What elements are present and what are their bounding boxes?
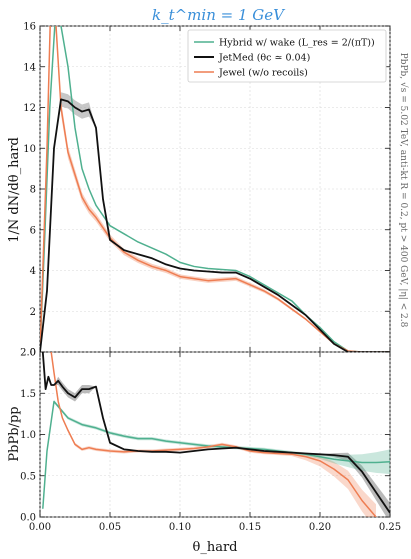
x-tick-label: 0.15 [239, 522, 261, 533]
bottom-line-jewel-w-o-recoils [50, 352, 377, 517]
chart-title: k_t^min = 1 GeV [152, 6, 286, 24]
bottom-series [41, 352, 390, 517]
bottom-uncertainty-bands [42, 352, 390, 517]
bottom-panel: 0.0 0.5 1.0 1.5 2.0 0.00 0.05 0.10 0.15 0.20 0.25… [7, 348, 401, 556]
legend-label: Hybrid w/ wake (L_res = 2/(πT)) [219, 38, 375, 49]
top-y-tick-label: 0 [30, 348, 36, 359]
top-y-tick-label: 2 [30, 307, 36, 318]
top-y-tick-label: 4 [30, 266, 36, 277]
top-y-axis-label: 1/N dN/dθ_hard [7, 137, 22, 243]
x-axis-label: θ_hard [193, 540, 238, 555]
legend: Hybrid w/ wake (L_res = 2/(πT)) JetMed (θ… [187, 29, 387, 83]
top-y-tick-label: 8 [30, 185, 36, 196]
bottom-grid [39, 351, 391, 518]
bottom-line-hybrid-w-wake-l-res- [42, 400, 390, 509]
bottom-y-tick-label: 1.0 [20, 430, 36, 441]
top-band-jetmed [40, 92, 390, 352]
legend-label: Jewel (w/o recoils) [218, 68, 308, 79]
top-line-hybrid-w-wake-l-res- [40, 26, 390, 352]
top-y-tick-label: 16 [23, 22, 36, 33]
bottom-line-jetmed-c [41, 352, 390, 514]
top-series [40, 26, 390, 352]
x-tick-label: 0.05 [99, 522, 121, 533]
top-y-tick-label: 12 [23, 103, 36, 114]
bottom-band-jewel [51, 352, 376, 517]
x-tick-label: 0.00 [29, 522, 51, 533]
bottom-band-jetmed [42, 352, 390, 517]
bottom-y-ticks: 0.0 0.5 1.0 1.5 2.0 [20, 348, 36, 524]
top-y-tick-label: 14 [23, 62, 36, 73]
x-tick-label: 0.25 [379, 522, 401, 533]
top-y-tick-label: 10 [23, 144, 36, 155]
top-line-jewel-w-o-recoils [40, 26, 390, 352]
side-annotation: PbPb, √s = 5.02 TeV, anti-kt R = 0.2, pt… [398, 53, 409, 328]
legend-label: JetMed (θc ≃ 0.04) [218, 53, 310, 64]
x-tick-label: 0.10 [169, 522, 191, 533]
legend-box [187, 29, 387, 83]
x-tick-label: 0.20 [309, 522, 331, 533]
top-y-ticks: 0 2 4 6 8 10 12 14 16 [23, 22, 36, 359]
bottom-y-tick-label: 1.5 [20, 389, 36, 400]
top-line-jetmed-c [40, 98, 390, 352]
bottom-y-axis-label: PbPb/pp [7, 406, 22, 461]
bottom-y-tick-label: 0.5 [20, 471, 36, 482]
top-y-tick-label: 6 [30, 225, 36, 236]
bottom-y-tick-label: 2.0 [20, 348, 36, 359]
top-panel: 0 2 4 6 8 10 12 14 16 1/N dN/dθ_hard Hybrid w/ w… [7, 22, 391, 359]
x-ticks: 0.00 0.05 0.10 0.15 0.20 0.25 [29, 522, 401, 533]
bottom-y-tick-label: 0.0 [20, 513, 36, 524]
